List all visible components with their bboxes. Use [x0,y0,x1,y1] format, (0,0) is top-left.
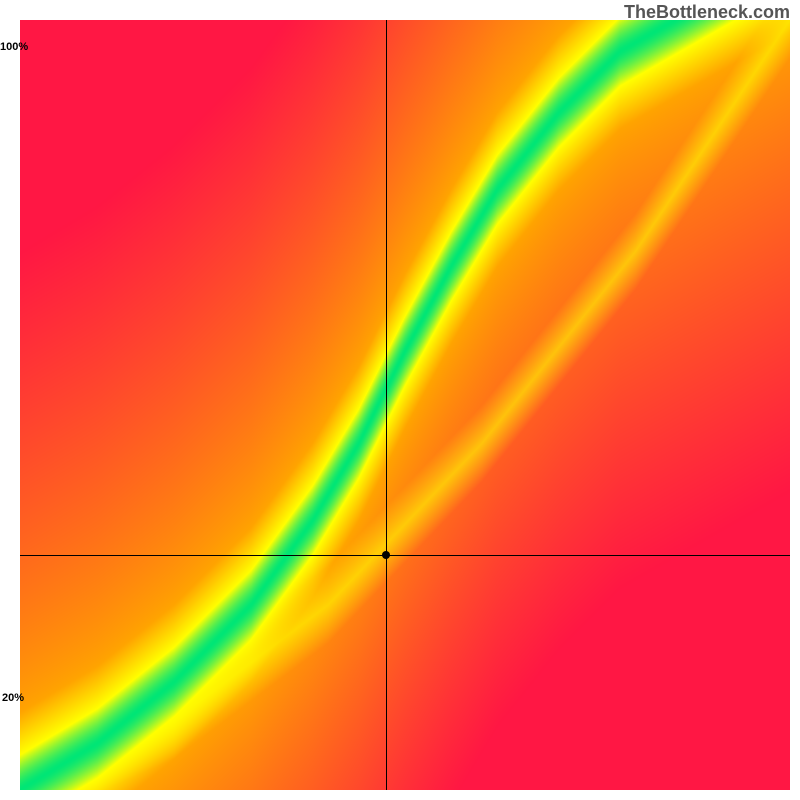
bottleneck-heatmap [20,20,790,790]
watermark-text: TheBottleneck.com [624,2,790,23]
y-tick-label-top: 100% [0,41,28,53]
selected-point-marker [382,551,390,559]
y-tick-label-bottom: 20% [2,692,24,704]
crosshair-horizontal [20,555,790,556]
crosshair-vertical [386,20,387,790]
